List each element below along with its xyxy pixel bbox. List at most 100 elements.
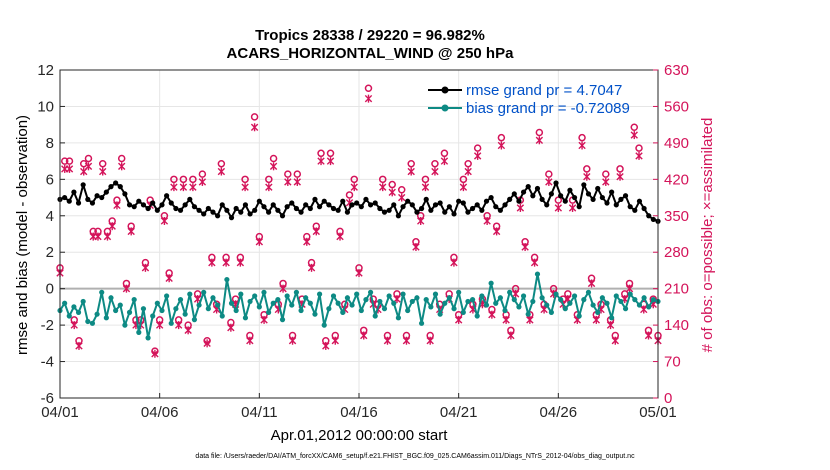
rmse-point <box>525 184 531 190</box>
bias-point <box>367 289 374 295</box>
rmse-point <box>507 196 513 202</box>
rmse-point <box>497 207 503 213</box>
series-layer <box>57 180 661 341</box>
rmse-point <box>418 205 425 212</box>
bias-point <box>168 320 174 326</box>
rmse-point <box>344 209 351 215</box>
bias-point <box>247 298 253 305</box>
obs-assimilated-point <box>431 167 439 176</box>
rmse-point <box>562 198 568 204</box>
bias-line <box>59 273 659 339</box>
rmse-point <box>405 198 411 204</box>
obs-assimilated-point <box>179 183 188 192</box>
obs-assimilated-point <box>492 227 501 236</box>
rmse-point <box>548 191 554 197</box>
obs-assimilated-point <box>198 177 207 186</box>
obs-assimilated-point <box>521 243 529 252</box>
obs-assimilated-point <box>127 227 135 236</box>
rmse-point <box>391 202 397 208</box>
rmse-point <box>275 207 281 213</box>
rmse-point <box>646 213 652 219</box>
obs-assimilated-point <box>317 157 325 166</box>
obs-assimilated-point <box>118 162 126 171</box>
rmse-point <box>590 196 596 202</box>
rmse-point <box>89 200 96 206</box>
y-left-tick-label: -2 <box>41 317 54 334</box>
bias-point <box>284 293 290 299</box>
rmse-point <box>428 207 434 213</box>
bias-point <box>196 302 202 308</box>
rmse-point <box>469 205 476 212</box>
rmse-point <box>238 209 244 215</box>
rmse-point <box>266 209 272 215</box>
obs-assimilated-point <box>222 258 230 267</box>
rmse-point <box>367 202 374 208</box>
obs-assimilated-point <box>421 183 430 192</box>
rmse-point <box>354 200 360 206</box>
obs-assimilated-point <box>398 193 406 202</box>
rmse-point <box>599 194 605 201</box>
rmse-point <box>289 200 295 206</box>
obs-possible-point <box>179 175 188 184</box>
rmse-point <box>205 205 211 212</box>
obs-assimilated-point <box>84 162 93 171</box>
rmse-point <box>270 202 276 208</box>
rmse-point <box>581 182 587 188</box>
bias-point <box>381 306 388 312</box>
obs-assimilated-point <box>151 349 159 358</box>
obs-assimilated-point <box>606 321 615 330</box>
bias-point <box>442 300 448 306</box>
rmse-point <box>136 198 142 204</box>
rmse-point <box>372 200 378 206</box>
rmse-point <box>483 198 490 204</box>
bias-point <box>238 291 244 297</box>
obs-assimilated-point <box>454 315 463 324</box>
rmse-point <box>558 193 564 199</box>
bias-point <box>228 300 235 306</box>
bias-point <box>279 317 286 323</box>
bias-point <box>66 313 72 319</box>
rmse-point <box>215 213 221 219</box>
rmse-point <box>604 200 610 206</box>
obs-assimilated-point <box>383 336 392 345</box>
rmse-point <box>307 205 313 212</box>
bias-point <box>349 302 355 308</box>
y-right-tick-label: 630 <box>664 62 689 79</box>
bias-point <box>75 309 82 315</box>
bias-point <box>483 302 490 308</box>
obs-assimilated-point <box>592 315 600 324</box>
rmse-point <box>409 202 415 208</box>
y-left-tick-label: 4 <box>46 208 54 225</box>
x-axis: 04/01 04/06 04/11 04/16 04/21 04/26 05/01 <box>41 393 677 421</box>
obs-possible-point <box>60 157 69 165</box>
bias-point <box>289 302 295 308</box>
obs-assimilated-point <box>184 326 192 335</box>
bias-point <box>446 295 452 301</box>
x-tick-label: 04/21 <box>440 404 478 421</box>
y-left-tick-label: 12 <box>37 62 54 79</box>
obs-possible-point <box>421 175 430 184</box>
obs-assimilated-point <box>108 222 116 231</box>
obs-assimilated-point <box>644 331 653 340</box>
bias-point <box>414 295 420 301</box>
obs-assimilated-point <box>322 341 330 350</box>
bias-point <box>400 291 406 297</box>
bias-point <box>330 293 337 299</box>
bias-point <box>293 289 300 295</box>
rmse-point <box>571 194 578 201</box>
obs-assimilated-point <box>483 216 491 225</box>
obs-assimilated-point <box>545 177 553 186</box>
rmse-point <box>632 207 638 213</box>
rmse-point <box>641 205 647 212</box>
obs-possible-point <box>464 159 472 168</box>
y-right-tick-label: 0 <box>664 390 672 407</box>
obs-assimilated-point <box>502 315 510 324</box>
x-tick-label: 04/26 <box>540 404 578 421</box>
obs-assimilated-point <box>94 232 102 241</box>
obs-possible-point <box>117 154 126 163</box>
obs-assimilated-point <box>141 263 150 272</box>
rmse-point <box>442 209 448 215</box>
bias-point <box>418 320 425 326</box>
rmse-point <box>358 204 364 210</box>
